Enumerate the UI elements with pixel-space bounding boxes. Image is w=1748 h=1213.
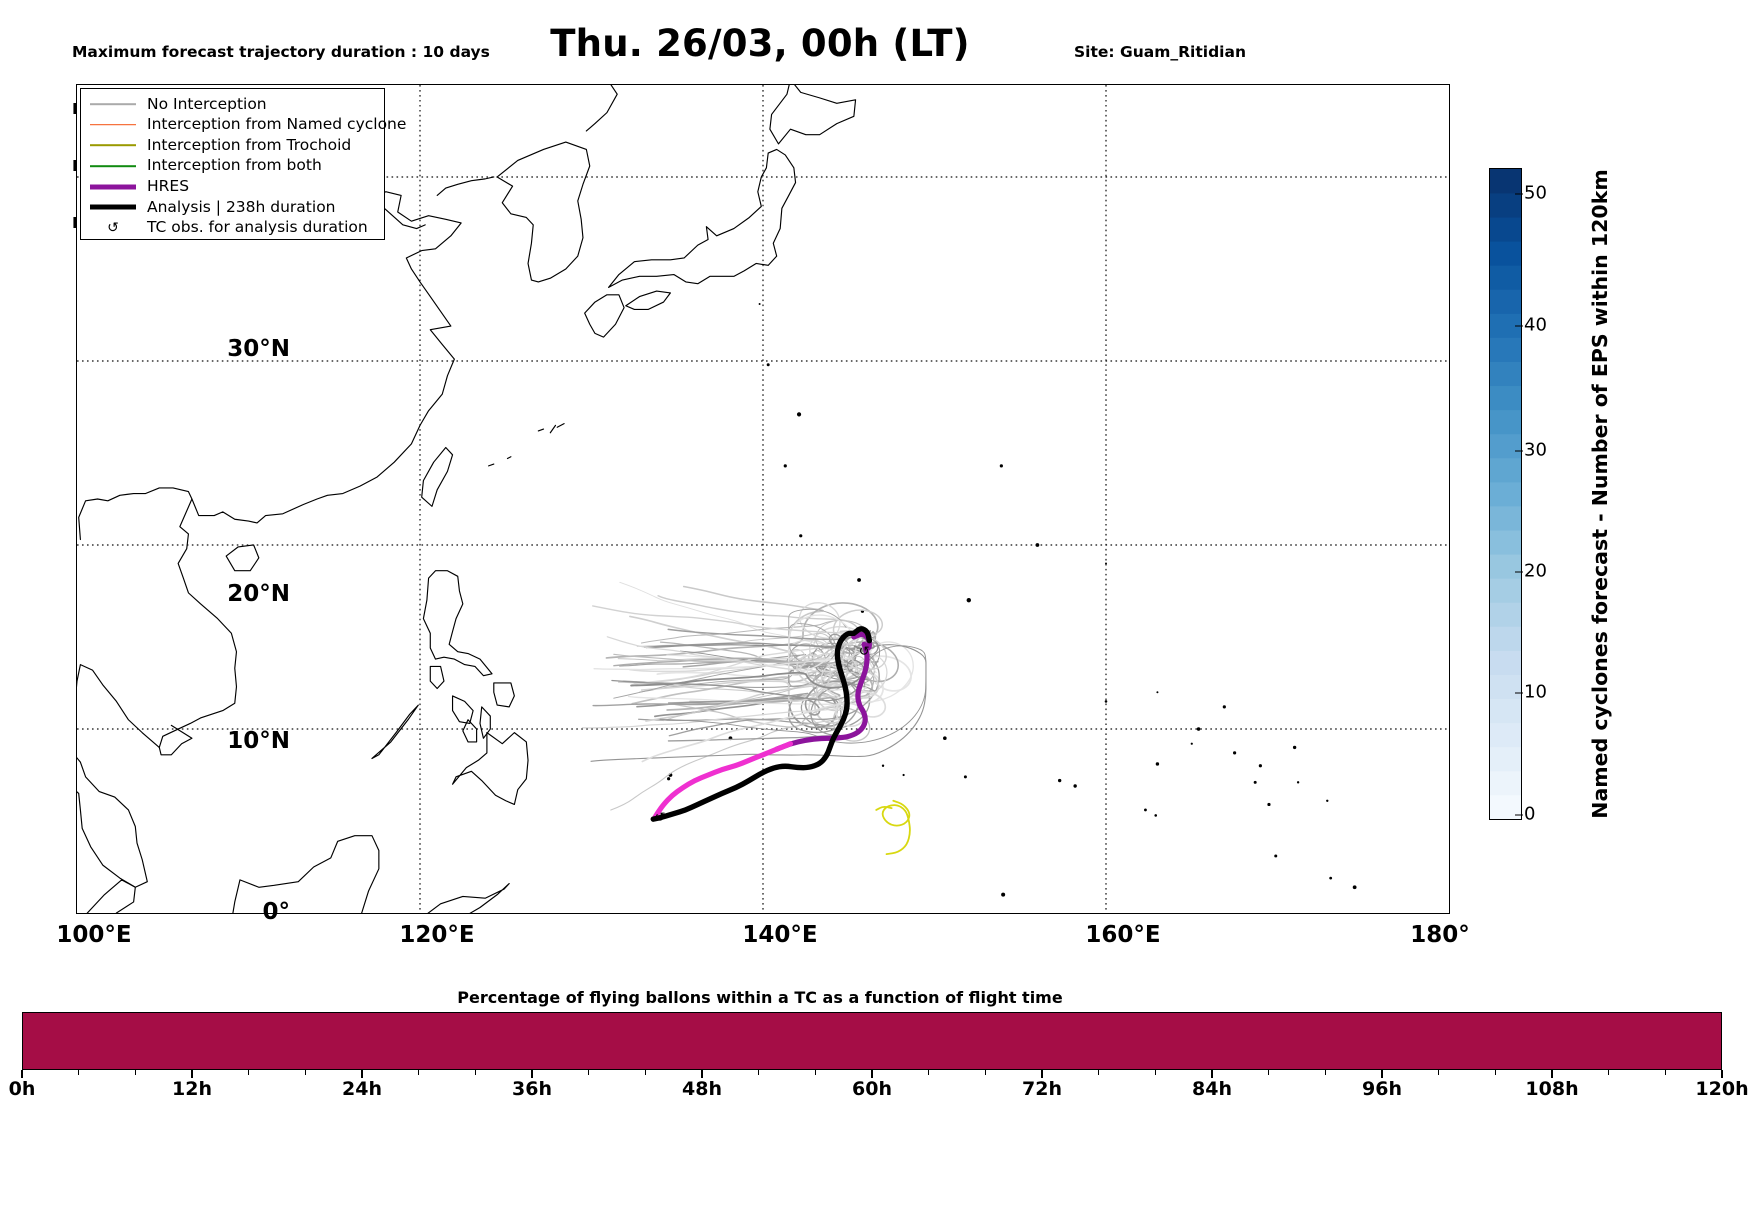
map-legend: No Interception Interception from Named … bbox=[80, 88, 385, 240]
colorbar-tick-20: 20 bbox=[1524, 561, 1547, 582]
flight-time-tick-mark bbox=[701, 1070, 702, 1078]
flight-time-tick-mark bbox=[1155, 1070, 1156, 1075]
flight-time-tick-0h: 0h bbox=[9, 1078, 36, 1100]
flight-time-tick-mark bbox=[928, 1070, 929, 1075]
flight-time-tick-48h: 48h bbox=[682, 1078, 722, 1100]
flight-time-tick-mark bbox=[418, 1070, 419, 1075]
flight-time-tick-60h: 60h bbox=[852, 1078, 892, 1100]
flight-time-tick-120h: 120h bbox=[1695, 1078, 1748, 1100]
flight-time-tick-mark bbox=[871, 1070, 872, 1078]
map-ytick-10: 10°N bbox=[227, 728, 290, 754]
legend-label: Interception from both bbox=[147, 158, 322, 174]
flight-time-tick-mark bbox=[305, 1070, 306, 1075]
flight-time-tick-mark bbox=[1041, 1070, 1042, 1078]
legend-item-analysis[interactable]: Analysis | 238h duration bbox=[88, 197, 377, 218]
flight-time-tick-mark bbox=[1665, 1070, 1666, 1075]
flight-time-tick-mark bbox=[1268, 1070, 1269, 1075]
flight-time-tick-mark bbox=[815, 1070, 816, 1075]
legend-item-trochoid[interactable]: Interception from Trochoid bbox=[88, 135, 377, 156]
colorbar-axis-label: Named cyclones forecast - Number of EPS … bbox=[1585, 168, 1615, 820]
flight-time-tick-mark bbox=[1608, 1070, 1609, 1075]
map-xtick-120E: 120°E bbox=[399, 922, 474, 948]
map-xtick-140E: 140°E bbox=[742, 922, 817, 948]
colorbar-tick-40: 40 bbox=[1524, 315, 1547, 336]
legend-item-named-cyclone[interactable]: Interception from Named cyclone bbox=[88, 115, 377, 136]
legend-label: TC obs. for analysis duration bbox=[147, 220, 368, 236]
map-xtick-180: 180° bbox=[1410, 922, 1470, 948]
legend-label: Interception from Trochoid bbox=[147, 138, 351, 154]
colorbar-axis-label-text: Named cyclones forecast - Number of EPS … bbox=[1588, 169, 1612, 818]
flight-time-tick-mark bbox=[1211, 1070, 1212, 1078]
colorbar-tick-10: 10 bbox=[1524, 682, 1547, 703]
flight-time-tick-12h: 12h bbox=[172, 1078, 212, 1100]
svg-text:↺: ↺ bbox=[859, 645, 870, 660]
flight-time-tick-mark bbox=[135, 1070, 136, 1075]
flight-time-tick-mark bbox=[588, 1070, 589, 1075]
map-xtick-100E: 100°E bbox=[56, 922, 131, 948]
flight-time-tick-mark bbox=[1381, 1070, 1382, 1078]
legend-item-both[interactable]: Interception from both bbox=[88, 156, 377, 177]
flight-time-tick-mark bbox=[1325, 1070, 1326, 1075]
flight-time-tick-mark bbox=[361, 1070, 362, 1078]
legend-swatch-line-icon bbox=[88, 179, 138, 195]
flight-time-tick-24h: 24h bbox=[342, 1078, 382, 1100]
flight-time-tick-108h: 108h bbox=[1525, 1078, 1578, 1100]
flight-time-tick-mark bbox=[21, 1070, 22, 1078]
bottom-bar-title: Percentage of flying ballons within a TC… bbox=[0, 988, 1520, 1007]
flight-time-tick-mark bbox=[475, 1070, 476, 1075]
legend-label: HRES bbox=[147, 179, 189, 195]
legend-item-tc-obs[interactable]: ↺ TC obs. for analysis duration bbox=[88, 218, 377, 239]
colorbar-tick-50: 50 bbox=[1524, 183, 1547, 204]
map-xtick-160E: 160°E bbox=[1085, 922, 1160, 948]
map-ytick-30: 30°N bbox=[227, 336, 290, 362]
legend-label: Interception from Named cyclone bbox=[147, 117, 406, 133]
legend-item-no-interception[interactable]: No Interception bbox=[88, 94, 377, 115]
legend-label: No Interception bbox=[147, 97, 267, 113]
flight-time-tick-mark bbox=[758, 1070, 759, 1075]
legend-swatch-line-icon bbox=[88, 199, 138, 215]
flight-time-tick-mark bbox=[78, 1070, 79, 1075]
flight-time-tick-mark bbox=[531, 1070, 532, 1078]
flight-time-tick-mark bbox=[248, 1070, 249, 1075]
flight-time-tick-72h: 72h bbox=[1022, 1078, 1062, 1100]
flight-time-tick-mark bbox=[1098, 1070, 1099, 1075]
map-ytick-20: 20°N bbox=[227, 581, 290, 607]
colorbar bbox=[1489, 168, 1522, 820]
legend-item-hres[interactable]: HRES bbox=[88, 176, 377, 197]
flight-time-tick-mark bbox=[1551, 1070, 1552, 1078]
legend-swatch-line-icon bbox=[88, 158, 138, 174]
flight-time-tick-96h: 96h bbox=[1362, 1078, 1402, 1100]
flight-time-tick-mark bbox=[1721, 1070, 1722, 1078]
page-title: Thu. 26/03, 00h (LT) bbox=[0, 22, 1520, 65]
flight-time-bar-axes bbox=[22, 1012, 1722, 1070]
colorbar-gradient bbox=[1490, 169, 1521, 819]
legend-swatch-line-icon bbox=[88, 117, 138, 133]
flight-time-tick-36h: 36h bbox=[512, 1078, 552, 1100]
flight-time-tick-mark bbox=[191, 1070, 192, 1078]
flight-time-tick-mark bbox=[1495, 1070, 1496, 1075]
colorbar-tick-30: 30 bbox=[1524, 440, 1547, 461]
flight-time-tick-mark bbox=[645, 1070, 646, 1075]
flight-time-tick-84h: 84h bbox=[1192, 1078, 1232, 1100]
svg-text:↺: ↺ bbox=[655, 810, 666, 825]
flight-time-tick-mark bbox=[985, 1070, 986, 1075]
map-ytick-0: 0° bbox=[262, 899, 290, 925]
flight-time-tick-mark bbox=[1438, 1070, 1439, 1075]
legend-swatch-line-icon bbox=[88, 96, 138, 112]
cyclone-marker-icon: ↺ bbox=[88, 221, 138, 235]
legend-swatch-line-icon bbox=[88, 137, 138, 153]
flight-time-bar-fill bbox=[23, 1013, 1721, 1069]
legend-label: Analysis | 238h duration bbox=[147, 200, 336, 216]
colorbar-tick-0: 0 bbox=[1524, 804, 1535, 825]
